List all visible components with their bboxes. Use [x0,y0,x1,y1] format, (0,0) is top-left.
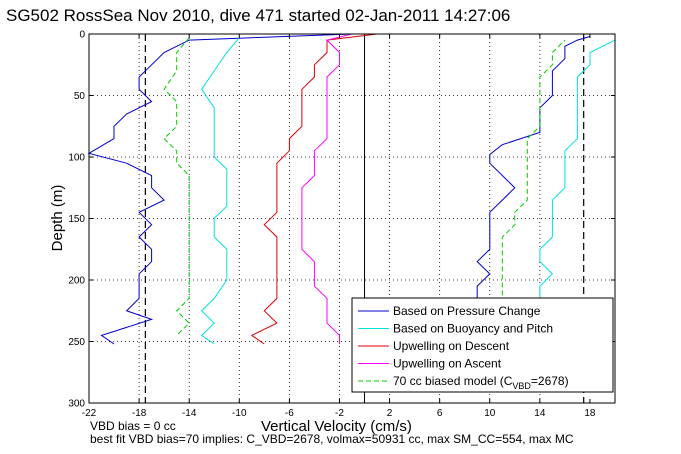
legend-label: Based on Pressure Change [393,304,541,318]
legend-label: Based on Buoyancy and Pitch [393,322,553,336]
y-axis-label: Depth (m) [49,185,66,252]
legend-label: Upwelling on Ascent [393,357,502,371]
x-tick-label: -14 [182,408,197,419]
series-line-4-descent [163,37,190,336]
x-axis-label: Vertical Velocity (cm/s) [261,418,412,435]
x-tick-label: -10 [232,408,247,419]
y-tick-label: 300 [68,399,85,410]
y-tick-label: 50 [74,91,86,102]
y-tick-label: 250 [68,337,85,348]
x-tick-label: 2 [387,408,393,419]
legend-label: 70 cc biased model (CVBD=2678) [393,374,569,391]
x-tick-label: 10 [484,408,496,419]
series-line-0-descent [87,33,353,345]
x-tick-label: -22 [82,408,97,419]
chart-title: SG502 RossSea Nov 2010, dive 471 started… [6,6,510,25]
x-tick-label: -6 [285,408,294,419]
x-tick-label: -18 [132,408,147,419]
series-line-1-descent [200,37,240,345]
series-group [87,33,616,345]
x-tick-label: 18 [584,408,596,419]
x-tick-label: -2 [335,408,344,419]
y-tick-label: 100 [68,153,85,164]
y-axis-ticks: 0 50 100 150 200 250 300 [68,30,615,410]
x-tick-label: 6 [437,408,443,419]
footer-line-2: best fit VBD bias=70 implies: C_VBD=2678… [90,432,574,446]
x-tick-label: 14 [534,408,546,419]
legend-box [351,297,614,393]
series-line-2-descent [250,33,378,345]
series-line-1-ascent [527,39,616,345]
y-tick-label: 0 [79,30,85,41]
series-line-0-ascent [476,36,591,345]
y-tick-label: 200 [68,276,85,287]
x-axis-ticks: -22 -18 -14 -10 -6 -2 2 6 10 14 18 [82,34,596,419]
legend-label: Upwelling on Descent [393,339,510,353]
y-tick-label: 150 [68,214,85,225]
series-line-4-ascent [501,39,566,336]
legend: Based on Pressure Change Based on Buoyanc… [351,297,614,393]
series-line-3-ascent [301,33,353,344]
footer-line-1: VBD bias = 0 cc [90,419,176,433]
